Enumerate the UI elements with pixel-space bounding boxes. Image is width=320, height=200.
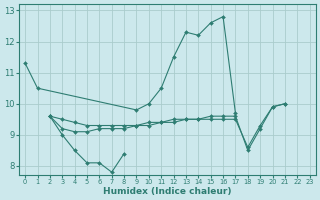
X-axis label: Humidex (Indice chaleur): Humidex (Indice chaleur)	[103, 187, 232, 196]
